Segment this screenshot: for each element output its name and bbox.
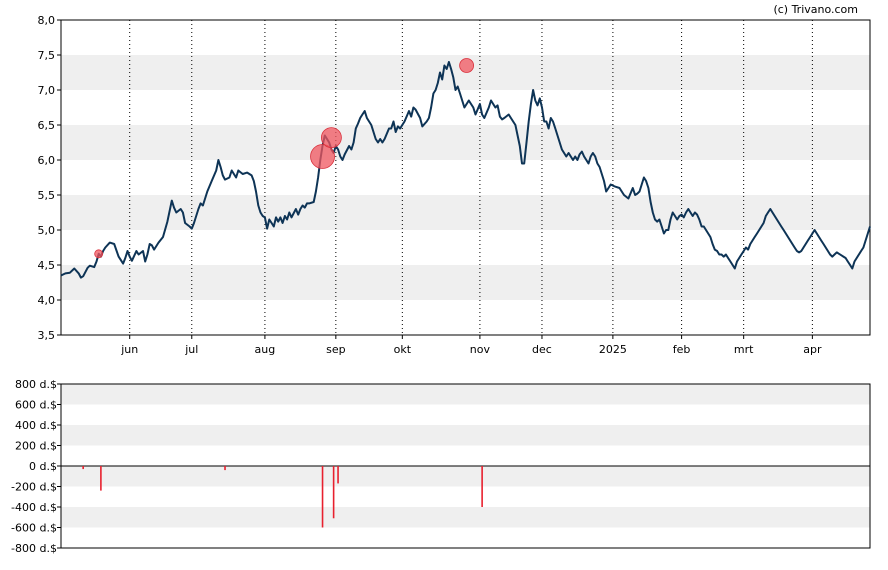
y-tick-label: 5,0: [38, 224, 56, 237]
volume-y-tick-label: -800 d.$: [11, 542, 57, 555]
volume-y-tick-label: 600 d.$: [15, 399, 57, 412]
y-tick-label: 7,5: [38, 49, 56, 62]
y-tick-label: 5,5: [38, 189, 56, 202]
volume-y-tick-label: -400 d.$: [11, 501, 57, 514]
x-tick-label: okt: [394, 343, 412, 356]
x-tick-label: dec: [532, 343, 552, 356]
x-tick-label: 2025: [599, 343, 627, 356]
x-tick-label: mrt: [734, 343, 754, 356]
x-tick-label: aug: [255, 343, 276, 356]
y-tick-label: 7,0: [38, 84, 56, 97]
volume-y-tick-label: 0 d.$: [29, 460, 57, 473]
y-tick-label: 8,0: [38, 14, 56, 27]
x-tick-label: jun: [120, 343, 138, 356]
volume-band: [61, 425, 870, 446]
x-tick-label: sep: [326, 343, 345, 356]
volume-band: [61, 507, 870, 528]
volume-y-tick-label: 200 d.$: [15, 440, 57, 453]
credit-text: (c) Trivano.com: [773, 3, 858, 16]
volume-band: [61, 466, 870, 487]
x-tick-label: nov: [470, 343, 491, 356]
y-tick-label: 6,5: [38, 119, 56, 132]
y-tick-label: 6,0: [38, 154, 56, 167]
volume-band: [61, 384, 870, 405]
volume-y-tick-label: -200 d.$: [11, 481, 57, 494]
x-tick-label: apr: [803, 343, 822, 356]
volume-y-tick-label: 800 d.$: [15, 378, 57, 391]
volume-y-tick-label: 400 d.$: [15, 419, 57, 432]
y-tick-label: 3,5: [38, 329, 56, 342]
transaction-marker: [321, 127, 342, 149]
volume-y-tick-label: -600 d.$: [11, 522, 57, 535]
transaction-marker: [94, 249, 104, 259]
transaction-marker: [310, 144, 335, 169]
price-line: [60, 61, 871, 279]
y-tick-label: 4,0: [38, 294, 56, 307]
price-frame: [60, 19, 871, 336]
price-band: [61, 125, 870, 160]
price-band: [61, 195, 870, 230]
price-band: [61, 265, 870, 300]
x-tick-label: jul: [184, 343, 198, 356]
transaction-marker: [459, 58, 475, 73]
y-tick-label: 4,5: [38, 259, 56, 272]
x-tick-label: feb: [673, 343, 691, 356]
